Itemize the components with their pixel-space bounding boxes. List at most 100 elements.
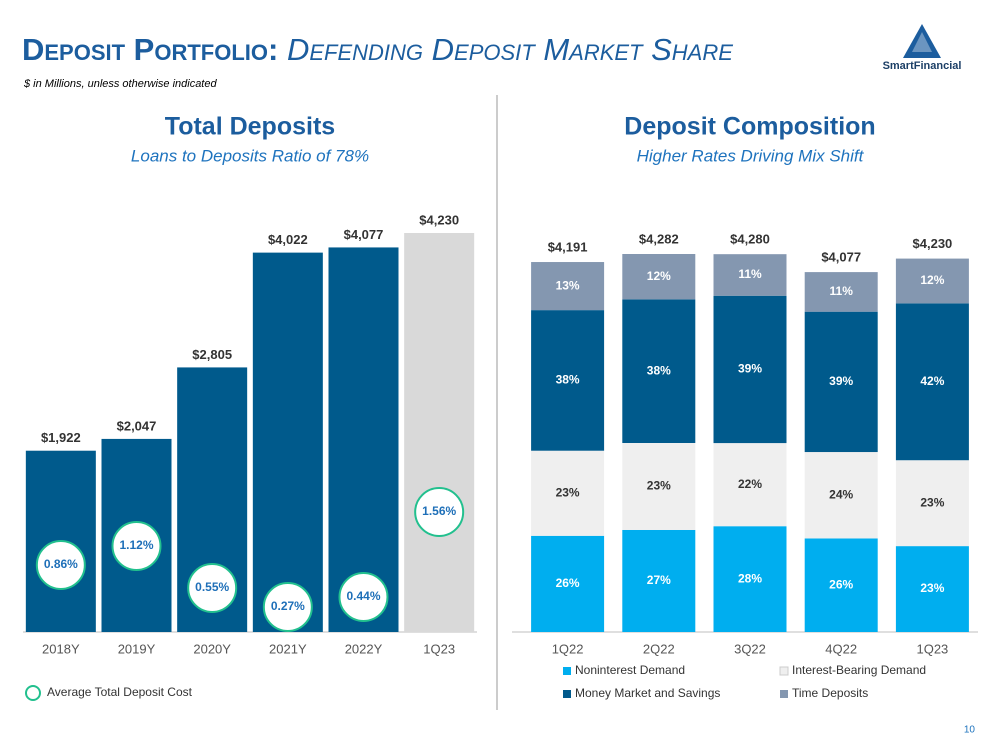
- bar-label: $1,922: [41, 430, 81, 445]
- segment-label: 26%: [556, 576, 580, 590]
- bar: [404, 233, 475, 632]
- legend-swatch: [563, 690, 571, 698]
- bar-segment: [804, 311, 878, 453]
- segment-label: 39%: [738, 362, 762, 376]
- segment-label: 38%: [556, 373, 580, 387]
- total-label: $4,077: [821, 250, 861, 265]
- legend-swatch: [563, 667, 571, 675]
- bar-label: $4,077: [344, 227, 384, 242]
- bar-segment: [895, 460, 969, 547]
- bar-segment: [713, 295, 787, 444]
- x-tick-label: 2019Y: [118, 641, 156, 656]
- cost-marker: [338, 572, 389, 622]
- cost-label: 1.12%: [119, 538, 153, 552]
- slide-title: Deposit Portfolio: Defending Deposit Mar…: [22, 32, 733, 67]
- bar-segment: [622, 443, 696, 530]
- x-tick-label: 2022Y: [345, 641, 383, 656]
- cost-label: 0.27%: [271, 599, 305, 613]
- bar-segment: [713, 526, 787, 632]
- bar: [328, 247, 399, 632]
- cost-label: 1.56%: [422, 504, 456, 518]
- bar: [252, 252, 323, 632]
- x-tick-label: 1Q23: [423, 641, 455, 656]
- chart-title: Total Deposits: [165, 113, 335, 141]
- legend-label: Noninterest Demand: [575, 663, 685, 677]
- segment-label: 23%: [556, 485, 580, 499]
- bar-segment: [713, 254, 787, 296]
- bar-segment: [804, 452, 878, 539]
- segment-label: 38%: [647, 363, 671, 377]
- segment-label: 23%: [920, 495, 944, 509]
- cost-marker: [111, 521, 162, 571]
- segment-label: 24%: [829, 487, 853, 501]
- bar-segment: [531, 310, 605, 451]
- page-number: 10: [964, 725, 976, 736]
- legend-swatch: [779, 666, 789, 676]
- logo-mark-inner: [912, 32, 932, 52]
- legend-marker: [25, 685, 41, 701]
- chart-subtitle: Loans to Deposits Ratio of 78%: [131, 146, 369, 165]
- bar-label: $2,805: [192, 347, 232, 362]
- logo-text: SmartFinancial: [883, 60, 962, 72]
- legend-label: Average Total Deposit Cost: [47, 685, 193, 699]
- bar-segment: [531, 262, 605, 311]
- bar-segment: [531, 450, 605, 536]
- total-label: $4,282: [639, 231, 679, 246]
- note: $ in Millions, unless otherwise indicate…: [23, 78, 217, 90]
- legend-label: Time Deposits: [792, 686, 868, 700]
- total-label: $4,230: [913, 236, 953, 251]
- cost-marker: [414, 487, 465, 537]
- x-tick-label: 2Q22: [643, 641, 675, 656]
- segment-label: 11%: [738, 267, 762, 281]
- logo-mark: [903, 24, 941, 58]
- total-label: $4,191: [548, 239, 588, 254]
- bar-segment: [622, 254, 696, 300]
- segment-label: 23%: [920, 581, 944, 595]
- bar-segment: [531, 535, 605, 632]
- segment-label: 12%: [920, 273, 944, 287]
- cost-label: 0.44%: [346, 589, 380, 603]
- segment-label: 23%: [647, 479, 671, 493]
- bar-segment: [804, 538, 878, 632]
- segment-label: 26%: [829, 577, 853, 591]
- segment-label: 27%: [647, 573, 671, 587]
- segment-label: 28%: [738, 571, 762, 585]
- cost-marker: [35, 540, 86, 590]
- segment-label: 39%: [829, 374, 853, 388]
- cost-label: 0.86%: [44, 557, 78, 571]
- bar-segment: [804, 272, 878, 312]
- bar-label: $4,022: [268, 232, 308, 247]
- segment-label: 13%: [556, 278, 580, 292]
- x-tick-label: 2020Y: [193, 641, 231, 656]
- bar-label: $4,230: [419, 212, 459, 227]
- legend-label: Interest-Bearing Demand: [792, 663, 926, 677]
- x-tick-label: 2021Y: [269, 641, 307, 656]
- x-tick-label: 1Q23: [916, 641, 948, 656]
- bar-segment: [622, 299, 696, 443]
- cost-marker: [262, 582, 313, 632]
- legend-label: Money Market and Savings: [575, 686, 720, 700]
- bar-segment: [895, 258, 969, 304]
- x-tick-label: 3Q22: [734, 641, 766, 656]
- x-tick-label: 4Q22: [825, 641, 857, 656]
- title-italic: Defending Deposit Market Share: [287, 32, 733, 67]
- chart-subtitle: Higher Rates Driving Mix Shift: [637, 146, 865, 165]
- cost-label: 0.55%: [195, 580, 229, 594]
- segment-label: 11%: [830, 284, 854, 298]
- cost-marker: [187, 563, 238, 613]
- x-tick-label: 1Q22: [552, 641, 584, 656]
- segment-label: 42%: [920, 374, 944, 388]
- segment-label: 12%: [647, 269, 671, 283]
- title-main: Deposit Portfolio:: [22, 32, 278, 67]
- bar-label: $2,047: [117, 418, 157, 433]
- segment-label: 22%: [738, 477, 762, 491]
- bar-segment: [713, 443, 787, 527]
- bar-segment: [622, 529, 696, 632]
- bar-segment: [895, 303, 969, 461]
- total-label: $4,280: [730, 232, 770, 247]
- bar-segment: [895, 546, 969, 632]
- chart-title: Deposit Composition: [624, 113, 875, 141]
- x-tick-label: 2018Y: [42, 641, 80, 656]
